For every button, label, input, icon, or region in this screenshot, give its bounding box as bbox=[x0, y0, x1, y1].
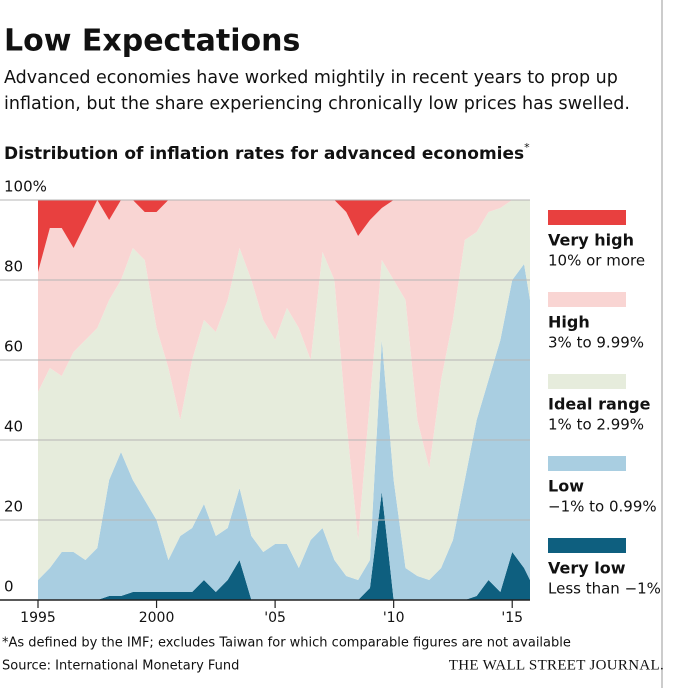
legend-label: Very low bbox=[548, 559, 626, 578]
x-tick-label: '10 bbox=[383, 610, 405, 626]
legend-swatch bbox=[548, 456, 626, 471]
source: Source: International Monetary Fund bbox=[2, 659, 239, 674]
y-tick-label: 80 bbox=[4, 258, 23, 276]
x-tick-label: 1995 bbox=[20, 610, 56, 626]
subtitle: inflation, but the share experiencing ch… bbox=[4, 94, 630, 114]
x-tick-label: 2000 bbox=[139, 610, 175, 626]
subtitle: Advanced economies have worked mightily … bbox=[4, 68, 618, 88]
legend-label: High bbox=[548, 313, 590, 332]
footnote: *As defined by the IMF; excludes Taiwan … bbox=[2, 636, 571, 651]
legend-label: Low bbox=[548, 477, 584, 496]
legend-label: Ideal range bbox=[548, 395, 651, 414]
chart-title-text: Distribution of inflation rates for adva… bbox=[4, 144, 524, 164]
legend-swatch bbox=[548, 292, 626, 307]
y-tick-label: 0 bbox=[4, 578, 14, 596]
legend-description: −1% to 0.99% bbox=[548, 498, 657, 516]
legend-swatch bbox=[548, 210, 626, 225]
chart-title: Distribution of inflation rates for adva… bbox=[4, 141, 530, 164]
area bbox=[38, 200, 530, 272]
x-tick-label: '05 bbox=[264, 610, 286, 626]
y-tick-label: 40 bbox=[4, 418, 23, 436]
chart-title-marker: * bbox=[524, 141, 530, 154]
area bbox=[38, 200, 530, 540]
y-tick-label: 100% bbox=[4, 178, 47, 196]
area bbox=[38, 200, 530, 580]
y-tick-label: 20 bbox=[4, 498, 23, 516]
legend-description: Less than −1% bbox=[548, 580, 661, 598]
page-title: Low Expectations bbox=[4, 24, 300, 59]
y-tick-label: 60 bbox=[4, 338, 23, 356]
legend-swatch bbox=[548, 374, 626, 389]
legend-swatch bbox=[548, 538, 626, 553]
legend-description: 3% to 9.99% bbox=[548, 334, 644, 352]
legend-description: 1% to 2.99% bbox=[548, 416, 644, 434]
legend-label: Very high bbox=[548, 231, 634, 250]
legend-description: 10% or more bbox=[548, 252, 645, 270]
x-tick-label: '15 bbox=[501, 610, 523, 626]
publisher: THE WALL STREET JOURNAL. bbox=[449, 657, 664, 673]
area bbox=[38, 264, 530, 600]
